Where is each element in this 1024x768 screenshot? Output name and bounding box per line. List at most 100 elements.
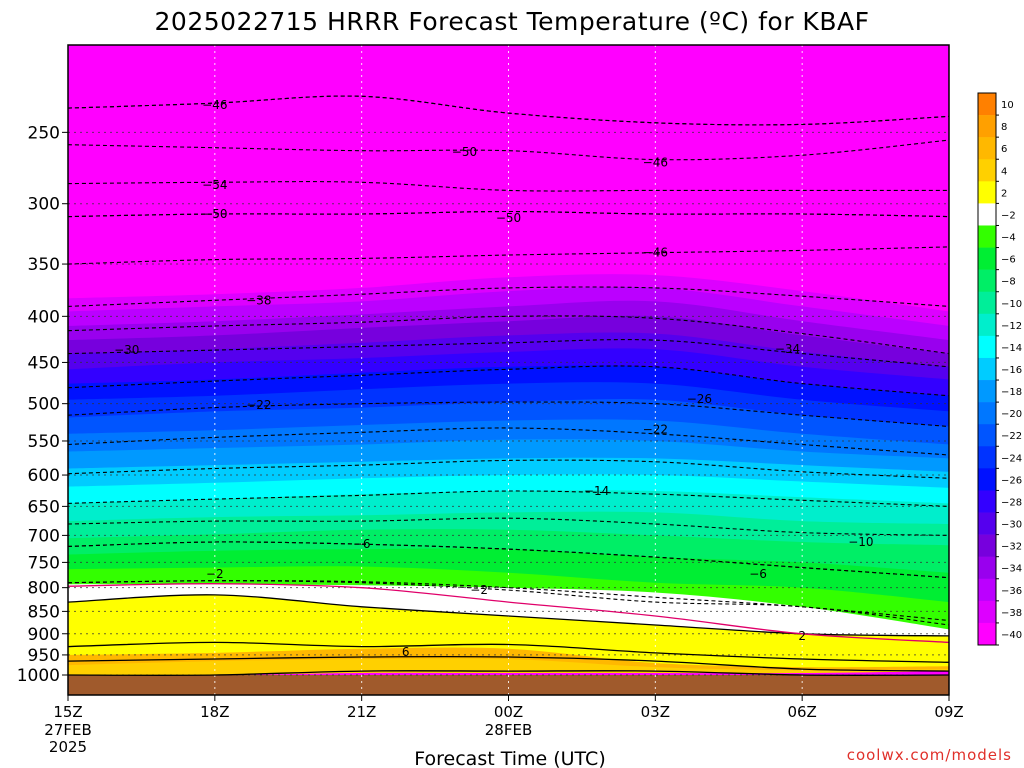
colorbar-swatch bbox=[978, 357, 996, 381]
colorbar-label: −30 bbox=[1001, 520, 1022, 531]
contour-line bbox=[68, 339, 949, 368]
contour-labels: 6 2 −2 −2 −6 −6 −10 −14 −22 −22 −26 −30 −34 −38 −46 −50… bbox=[114, 98, 873, 659]
contour-line bbox=[68, 580, 949, 626]
contour-line bbox=[68, 583, 949, 644]
contour-label: −38 bbox=[246, 293, 271, 307]
y-tick-label: 600 bbox=[28, 466, 60, 486]
contour-label: −34 bbox=[775, 342, 800, 356]
contour-line bbox=[68, 365, 949, 397]
contour-label: −30 bbox=[114, 343, 139, 357]
contour-line bbox=[68, 427, 949, 456]
colorbar-label: 8 bbox=[1001, 122, 1007, 133]
colorbar-swatch bbox=[978, 556, 996, 580]
colorbar-swatch bbox=[978, 534, 996, 557]
colorbar-swatch bbox=[978, 380, 996, 403]
contour-label: −22 bbox=[643, 422, 668, 436]
colorbar-label: 10 bbox=[1001, 100, 1014, 111]
colorbar-label: −40 bbox=[1001, 630, 1022, 641]
y-tick-label: 400 bbox=[28, 307, 60, 327]
contour-label: −2 bbox=[206, 567, 224, 581]
contour-label: −22 bbox=[246, 398, 271, 412]
colorbar-swatch bbox=[978, 512, 996, 535]
colorbar-swatch bbox=[978, 247, 996, 270]
colorbar-swatch bbox=[978, 622, 996, 646]
colorbar-label: −8 bbox=[1001, 277, 1016, 288]
colorbar-label: −26 bbox=[1001, 475, 1022, 486]
y-tick-label: 800 bbox=[28, 579, 60, 599]
colorbar-label: 2 bbox=[1001, 188, 1007, 199]
colorbar-swatch bbox=[978, 402, 996, 425]
colorbar-label: −36 bbox=[1001, 586, 1022, 597]
colorbar-swatch bbox=[978, 137, 996, 160]
colorbar-swatch bbox=[978, 291, 996, 315]
colorbar-label: −16 bbox=[1001, 365, 1022, 376]
colorbar-label: −20 bbox=[1001, 409, 1022, 420]
colorbar-label: −4 bbox=[1001, 233, 1016, 244]
y-tick-label: 700 bbox=[28, 526, 60, 546]
colorbar-frame bbox=[977, 92, 997, 646]
contour-line bbox=[68, 641, 949, 663]
x-tick-date-label: 27FEB bbox=[44, 721, 91, 739]
colorbar-swatch bbox=[978, 313, 996, 337]
colorbar-swatch bbox=[978, 93, 996, 116]
y-tick-label: 300 bbox=[28, 195, 60, 215]
colorbar-swatch bbox=[978, 159, 996, 182]
y-tick-label: 500 bbox=[28, 395, 60, 415]
x-tick-label: 18Z bbox=[200, 703, 229, 721]
contour-label: −14 bbox=[584, 484, 609, 498]
colorbar-label: −10 bbox=[1001, 299, 1022, 310]
contour-label: −50 bbox=[202, 207, 227, 221]
y-tick-label: 950 bbox=[28, 646, 60, 666]
contour-label: −50 bbox=[452, 145, 477, 159]
x-tick-label: 09Z bbox=[934, 703, 963, 721]
colorbar-label: −6 bbox=[1001, 255, 1016, 266]
x-tick-date-label: 28FEB bbox=[485, 721, 532, 739]
x-tick-date-label: 2025 bbox=[49, 738, 87, 756]
contour-label: 6 bbox=[402, 645, 410, 659]
contour-lines bbox=[68, 95, 949, 676]
x-tick-label: 21Z bbox=[347, 703, 376, 721]
colorbar-label: −18 bbox=[1001, 387, 1022, 398]
y-tick-label: 450 bbox=[28, 353, 60, 373]
contour-line bbox=[68, 655, 949, 672]
chart-title: 2025022715 HRRR Forecast Temperature (ºC… bbox=[155, 7, 870, 36]
colorbar-swatch bbox=[978, 490, 996, 513]
colorbar-label: −2 bbox=[1001, 210, 1016, 221]
colorbar-swatch bbox=[978, 424, 996, 447]
contour-label: −2 bbox=[470, 583, 488, 597]
contour-label: −26 bbox=[687, 392, 712, 406]
colorbar-label: −24 bbox=[1001, 453, 1022, 464]
colorbar-swatch bbox=[978, 225, 996, 248]
colorbar-label: −34 bbox=[1001, 564, 1022, 575]
contour-label: −6 bbox=[749, 567, 767, 581]
y-tick-label: 1000 bbox=[17, 666, 60, 686]
colorbar-label: −12 bbox=[1001, 321, 1022, 332]
colorbar-label: 6 bbox=[1001, 144, 1007, 155]
colorbar-label: −14 bbox=[1001, 343, 1022, 354]
colorbar-swatch bbox=[978, 578, 996, 602]
y-tick-label: 550 bbox=[28, 432, 60, 452]
contour-label: −10 bbox=[848, 535, 873, 549]
y-tick-label: 850 bbox=[28, 602, 60, 622]
site-credit: coolwx.com/models bbox=[847, 746, 1012, 764]
y-tick-label: 350 bbox=[28, 255, 60, 275]
colorbar-swatch bbox=[978, 335, 996, 359]
colorbar-label: −32 bbox=[1001, 542, 1022, 553]
contour-label: −46 bbox=[643, 155, 668, 169]
x-tick-label: 00Z bbox=[494, 703, 523, 721]
ground-surface bbox=[68, 675, 949, 695]
colorbar-label: −28 bbox=[1001, 497, 1022, 508]
plot-area: 6 2 −2 −2 −6 −6 −10 −14 −22 −22 −26 −30 −34 −38 −46 −50… bbox=[68, 45, 949, 695]
colorbar-swatch bbox=[978, 181, 996, 204]
colorbar-label: −22 bbox=[1001, 431, 1022, 442]
colorbar: 10 8 6 4 2 −2 −4 −6 −8 −10 −12 −14 −16 −18 −20 −22 −24 −2… bbox=[977, 92, 1022, 646]
colorbar-swatch bbox=[978, 115, 996, 138]
colorbar-swatch bbox=[978, 446, 996, 469]
y-tick-label: 650 bbox=[28, 497, 60, 517]
x-tick-label: 15Z bbox=[53, 703, 82, 721]
colorbar-swatch bbox=[978, 468, 996, 491]
x-tick-label: 06Z bbox=[787, 703, 816, 721]
colorbar-label: −38 bbox=[1001, 608, 1022, 619]
